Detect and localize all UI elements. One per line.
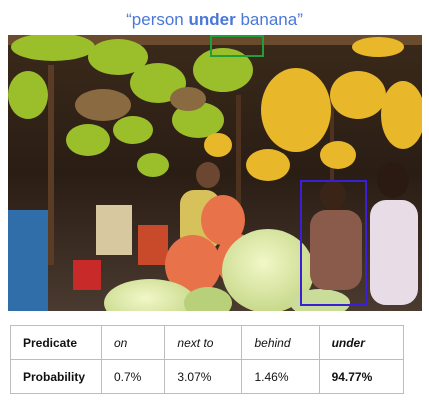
- person-head: [320, 180, 346, 210]
- roof-beam: [8, 35, 422, 45]
- hanging-baskets: [75, 87, 206, 121]
- caption-subject: person: [131, 10, 184, 29]
- vendor-head: [196, 162, 220, 188]
- probability-row: Probability 0.7% 3.07% 1.46% 94.77%: [10, 359, 405, 394]
- pole-center: [236, 95, 241, 215]
- second-person-head: [377, 162, 409, 198]
- predicate-cell-highlighted: under: [318, 325, 405, 360]
- predicate-row: Predicate on next to behind under: [10, 325, 405, 360]
- stall-box: [138, 225, 168, 265]
- probability-cell: 1.46%: [241, 359, 320, 394]
- predicate-header: Predicate: [10, 325, 102, 360]
- probability-cell-highlighted: 94.77%: [318, 359, 405, 394]
- probability-cell: 0.7%: [100, 359, 166, 394]
- red-scale: [73, 260, 101, 290]
- close-quote: ”: [297, 10, 303, 29]
- open-quote: “: [126, 10, 132, 29]
- market-photo: [8, 35, 422, 311]
- subject-bounding-box: [300, 180, 367, 306]
- second-person-body: [370, 200, 418, 305]
- green-banana-bunches: [8, 35, 253, 177]
- predicate-cell: on: [100, 325, 166, 360]
- market-scene-illustration: [8, 35, 422, 311]
- probability-cell: 3.07%: [164, 359, 243, 394]
- blue-fabric: [8, 210, 48, 311]
- caption-title: “person under banana”: [0, 9, 429, 31]
- caption-object: banana: [240, 10, 298, 29]
- stall-crate: [96, 205, 132, 255]
- predicate-probability-table: Predicate on next to behind under Probab…: [10, 325, 405, 394]
- object-bounding-box: [210, 35, 264, 57]
- caption-predicate: under: [188, 10, 236, 29]
- yellow-banana-bunches: [204, 37, 422, 181]
- pole-left: [48, 65, 54, 265]
- predicate-cell: behind: [241, 325, 320, 360]
- predicate-cell: next to: [164, 325, 243, 360]
- probability-header: Probability: [10, 359, 102, 394]
- person-blouse: [310, 210, 362, 290]
